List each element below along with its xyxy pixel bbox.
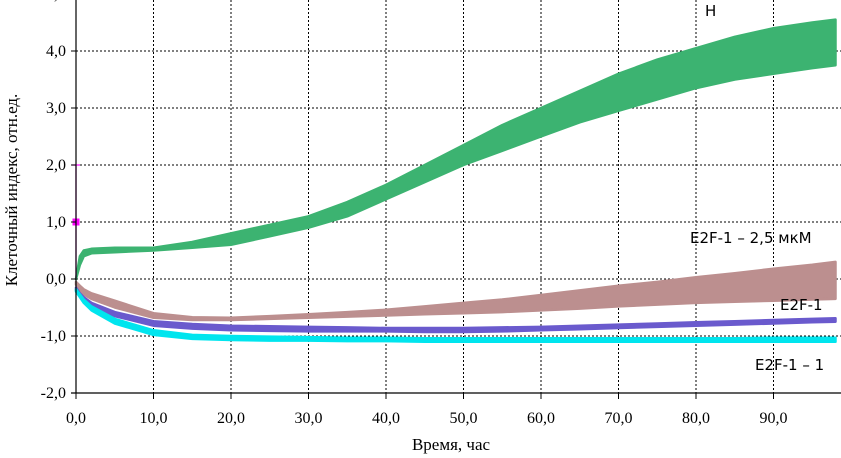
y-tick-label: 4,0: [46, 43, 66, 60]
x-tick-label: 30,0: [295, 410, 323, 427]
series-bands: [74, 18, 837, 343]
y-tick-labels: -2,0 -1,0 0,0 1,0 2,0 3,0 4,0 5,0: [41, 0, 66, 402]
y-tick-label: 2,0: [46, 157, 66, 174]
x-tick-label: 0,0: [66, 410, 86, 427]
x-tick-label: 20,0: [217, 410, 245, 427]
y-tick-label: 5,0: [46, 0, 66, 3]
y-axis-title: Клеточный индекс, отн.ед.: [2, 94, 21, 287]
x-tick-labels: 0,0 10,0 20,0 30,0 40,0 50,0 60,0 70,0 80,0 90,0: [66, 410, 788, 427]
x-tick-label: 70,0: [605, 410, 633, 427]
series-label-4: E2F-1 – 1: [755, 356, 824, 374]
x-tick-label: 60,0: [527, 410, 555, 427]
series-label-2: E2F-1 – 2,5 мкМ: [690, 229, 812, 247]
y-tick-label: 0,0: [46, 271, 66, 288]
series-labels: Н E2F-1 – 2,5 мкМ E2F-1 E2F-1 – 1: [690, 2, 824, 374]
x-tick-label: 10,0: [140, 410, 168, 427]
y-tick-label: 1,0: [46, 214, 66, 231]
series-band-1: [74, 18, 837, 281]
y-tick-label: -1,0: [41, 328, 66, 345]
y-tick-label: -2,0: [41, 385, 66, 402]
series-band-3: [74, 286, 837, 334]
x-tick-label: 80,0: [682, 410, 710, 427]
series-band-4: [74, 288, 837, 343]
x-tick-label: 90,0: [760, 410, 788, 427]
x-tick-label: 40,0: [372, 410, 400, 427]
x-axis-title: Время, час: [412, 435, 491, 454]
y-tick-label: 3,0: [46, 100, 66, 117]
x-tick-label: 50,0: [450, 410, 478, 427]
axes: [71, 0, 841, 399]
series-label-3: E2F-1: [780, 296, 823, 314]
series-band-2: [74, 260, 837, 322]
series-label-1: Н: [705, 2, 716, 20]
